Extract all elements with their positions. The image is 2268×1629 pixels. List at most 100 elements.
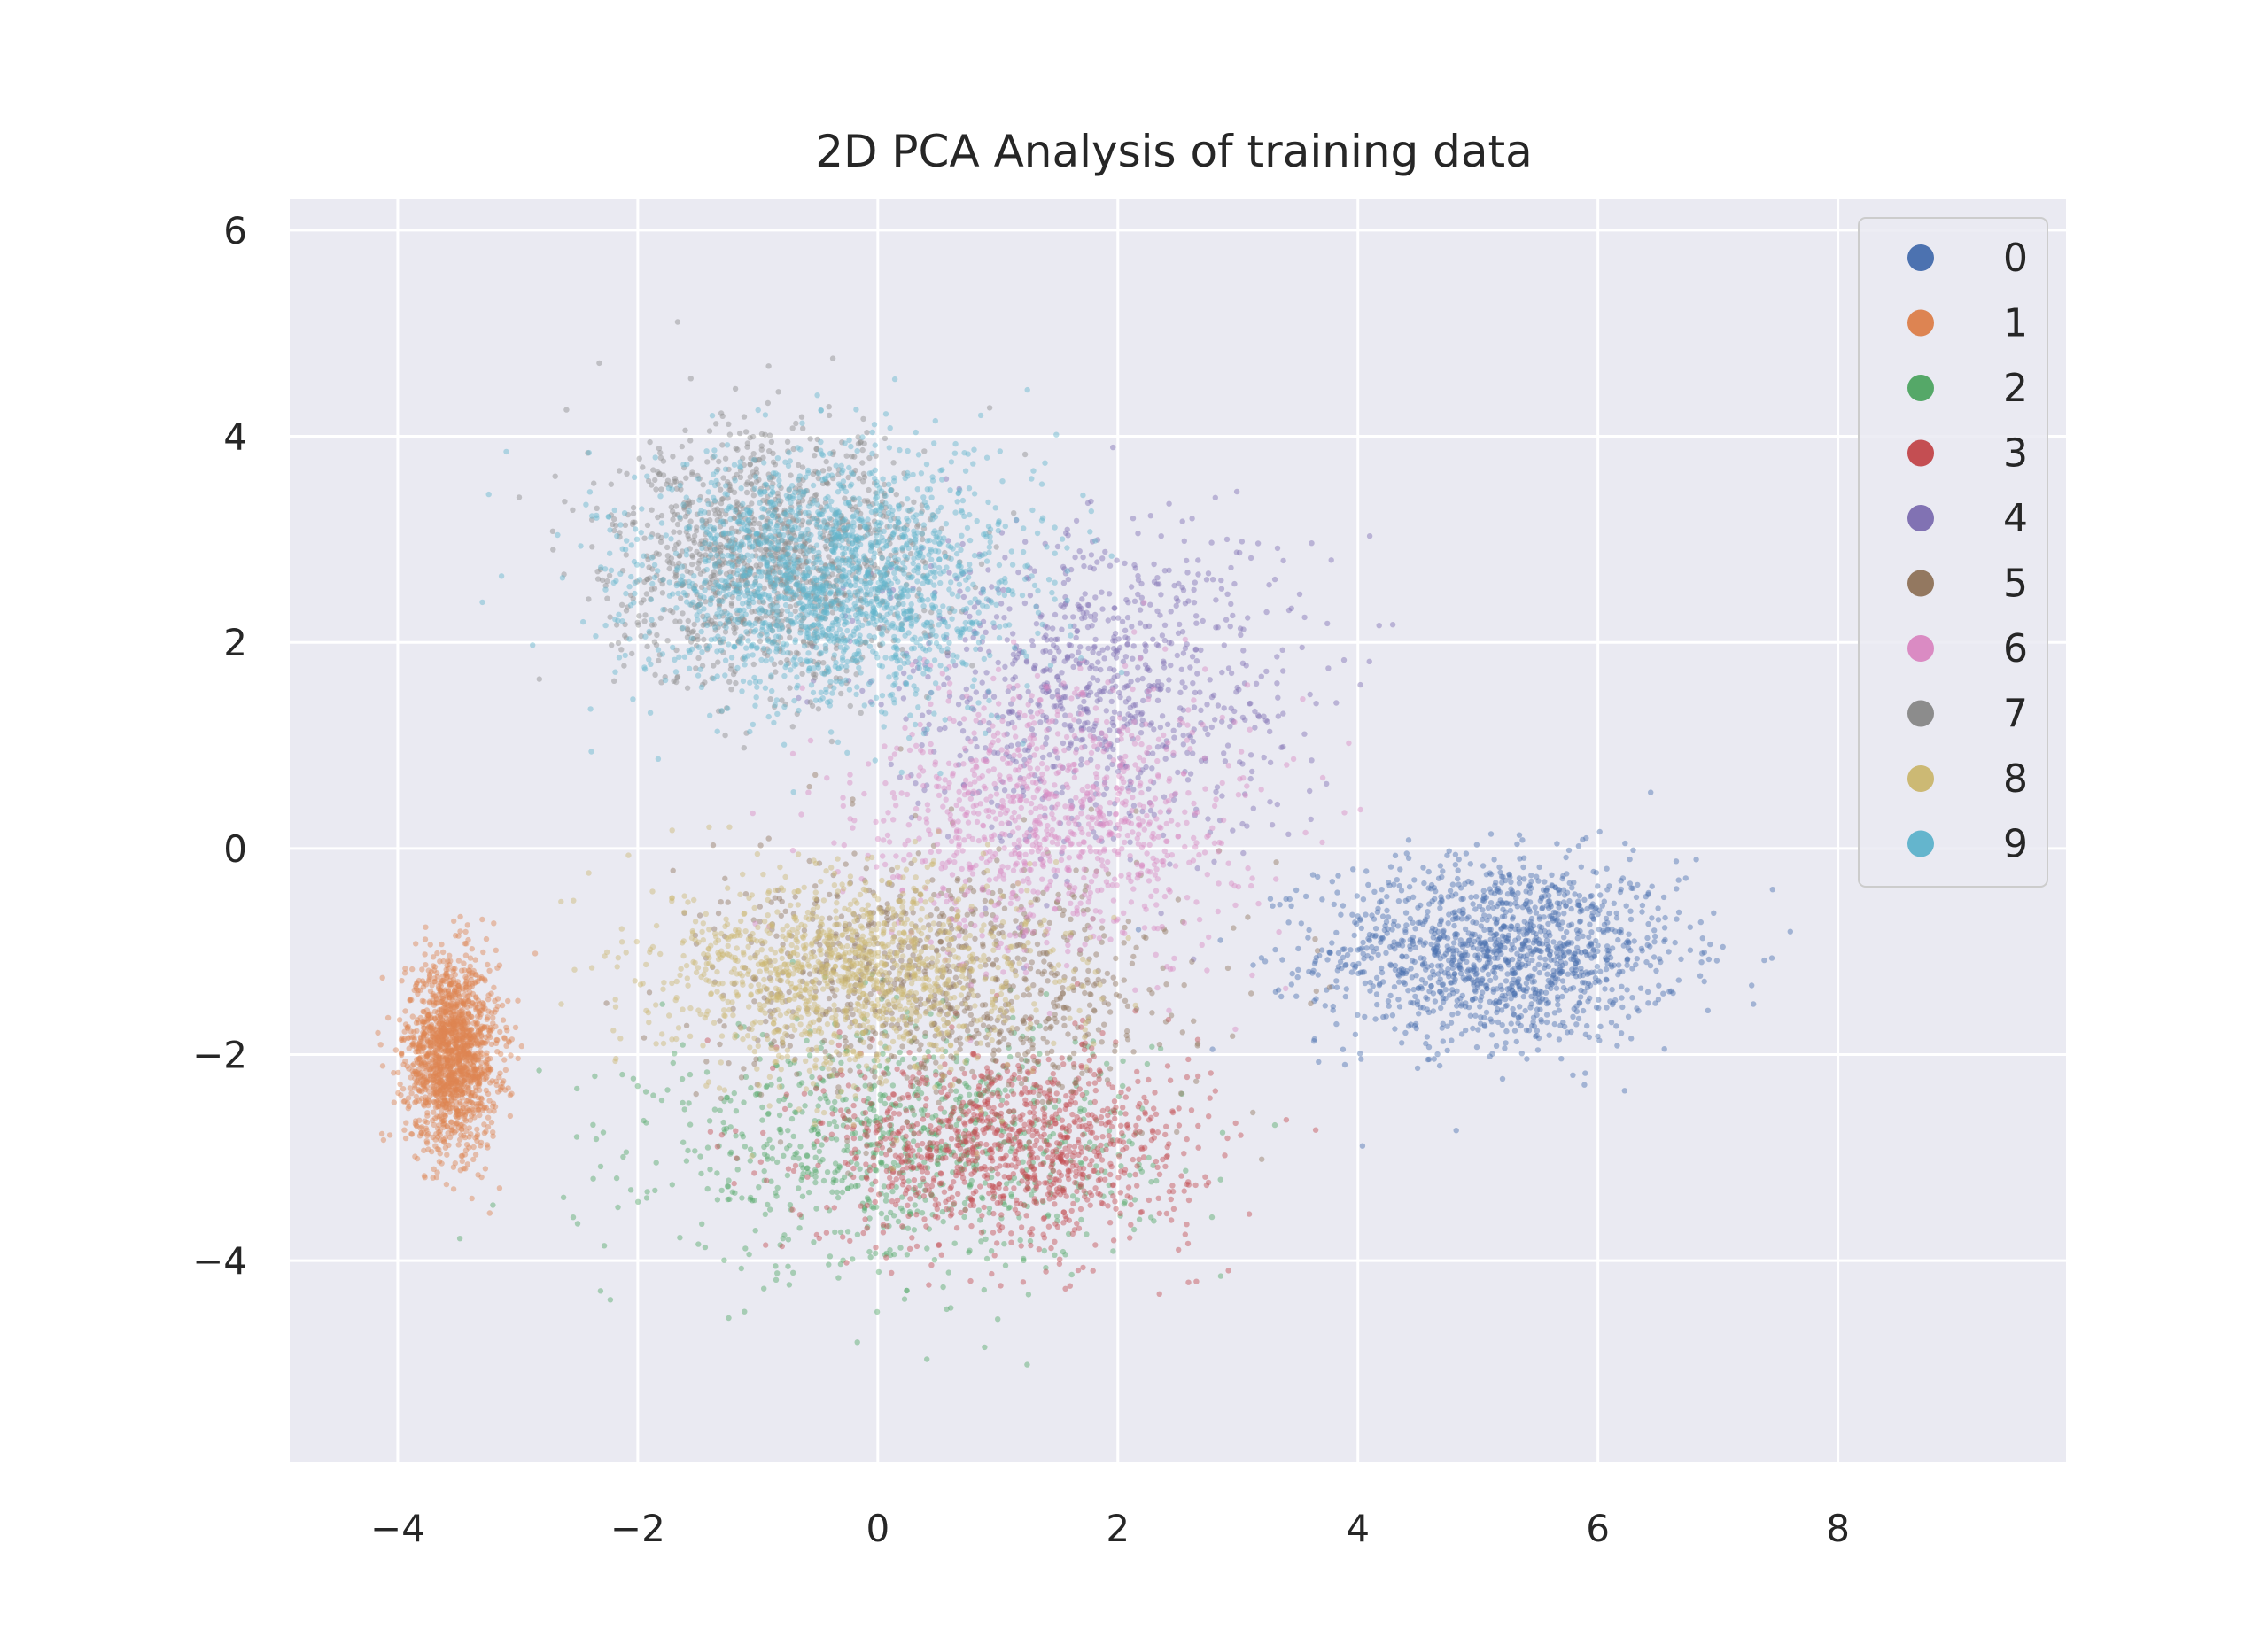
scatter-point — [1452, 912, 1459, 919]
scatter-point — [465, 1097, 471, 1104]
scatter-point — [1506, 985, 1513, 991]
scatter-point — [1568, 940, 1575, 946]
scatter-point — [1386, 882, 1393, 888]
scatter-point — [1490, 989, 1497, 995]
scatter-point — [1491, 964, 1498, 971]
scatter-point — [1217, 937, 1223, 943]
scatter-point — [1474, 955, 1480, 961]
scatter-point — [1351, 932, 1357, 939]
scatter-point — [462, 1035, 469, 1041]
scatter-point — [1751, 1001, 1757, 1007]
scatter-point — [1596, 828, 1603, 835]
scatter-point — [1452, 862, 1459, 868]
scatter-point — [1086, 1173, 1092, 1180]
scatter-point — [447, 1087, 454, 1093]
scatter-point — [868, 1142, 875, 1148]
scatter-point — [1360, 950, 1366, 957]
scatter-point — [1497, 995, 1504, 1002]
scatter-point — [424, 1051, 431, 1059]
scatter-point — [876, 1122, 882, 1129]
scatter-point — [1079, 1091, 1086, 1098]
scatter-point — [733, 1133, 739, 1139]
scatter-point — [1432, 927, 1439, 933]
scatter-point — [1581, 1082, 1588, 1088]
scatter-point — [920, 1116, 927, 1122]
scatter-point — [449, 1091, 455, 1098]
scatter-point — [1479, 916, 1486, 923]
scatter-point — [1416, 1011, 1422, 1017]
scatter-point — [1438, 967, 1444, 974]
scatter-point — [1250, 962, 1256, 968]
scatter-point — [423, 962, 429, 968]
scatter-point — [1021, 1085, 1029, 1091]
scatter-point — [1451, 909, 1458, 915]
scatter-point — [954, 1142, 960, 1149]
scatter-point — [426, 976, 432, 983]
scatter-point — [1431, 972, 1437, 978]
scatter-point — [718, 1132, 726, 1138]
scatter-point — [1544, 947, 1550, 953]
scatter-point — [1546, 929, 1552, 935]
scatter-point — [1125, 1184, 1132, 1191]
scatter-point — [1494, 903, 1500, 910]
scatter-point — [1487, 959, 1493, 966]
scatter-point — [476, 1074, 482, 1082]
scatter-point — [444, 1001, 450, 1007]
scatter-point — [486, 1098, 493, 1104]
scatter-point — [1655, 917, 1662, 923]
scatter-point — [454, 1002, 461, 1008]
scatter-point — [1111, 1110, 1118, 1116]
scatter-point — [1378, 965, 1385, 972]
scatter-point — [627, 1187, 634, 1193]
scatter-point — [1583, 834, 1589, 842]
scatter-point — [1402, 1029, 1409, 1036]
scatter-point — [1552, 884, 1558, 890]
scatter-point — [1522, 942, 1528, 950]
scatter-point — [1017, 1237, 1023, 1244]
scatter-point — [1406, 884, 1413, 890]
scatter-point — [405, 1105, 411, 1112]
scatter-point — [1532, 989, 1539, 997]
scatter-point — [1381, 927, 1388, 934]
scatter-point — [449, 1069, 456, 1076]
scatter-point — [1064, 1159, 1070, 1165]
scatter-point — [447, 1039, 454, 1045]
scatter-point — [1436, 989, 1443, 995]
scatter-point — [1340, 946, 1346, 953]
scatter-point — [1533, 935, 1540, 941]
scatter-point — [652, 1187, 658, 1194]
scatter-point — [1523, 1027, 1530, 1034]
scatter-point — [1580, 1007, 1587, 1014]
scatter-point — [425, 967, 431, 974]
scatter-point — [464, 993, 470, 1000]
scatter-point — [1413, 1025, 1419, 1032]
scatter-point — [1565, 941, 1572, 948]
scatter-point — [909, 1235, 915, 1241]
scatter-point — [1445, 894, 1451, 900]
scatter-point — [458, 998, 465, 1005]
scatter-point — [989, 1091, 995, 1098]
scatter-point — [1041, 1214, 1048, 1222]
scatter-point — [423, 1119, 431, 1126]
scatter-point — [1428, 886, 1434, 892]
scatter-point — [1502, 996, 1509, 1003]
scatter-point — [439, 941, 445, 948]
scatter-point — [1487, 927, 1494, 933]
scatter-point — [1652, 933, 1658, 940]
scatter-point — [1573, 1003, 1580, 1010]
scatter-point — [1369, 932, 1376, 939]
scatter-point — [1176, 1122, 1183, 1129]
scatter-point — [380, 1136, 387, 1144]
scatter-point — [447, 1134, 454, 1141]
scatter-point — [437, 1131, 443, 1138]
scatter-point — [409, 1013, 416, 1020]
scatter-point — [1520, 864, 1526, 871]
scatter-point — [465, 936, 471, 943]
scatter-point — [686, 1100, 692, 1106]
scatter-point — [881, 1117, 887, 1123]
scatter-point — [740, 1134, 746, 1140]
scatter-point — [1185, 1056, 1192, 1063]
scatter-point — [426, 1072, 432, 1079]
scatter-point — [1471, 967, 1477, 974]
scatter-point — [781, 1152, 787, 1160]
